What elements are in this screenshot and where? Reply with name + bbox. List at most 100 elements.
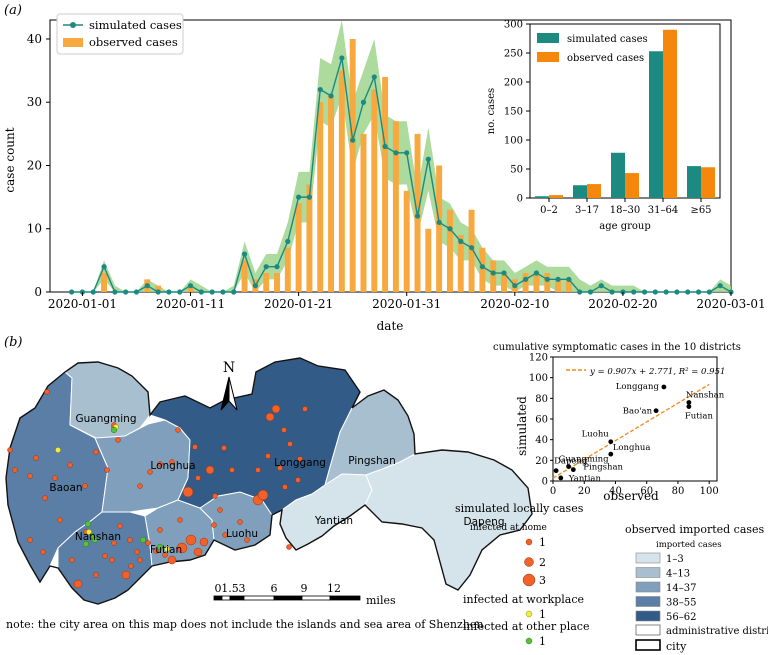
home-case-marker bbox=[12, 467, 18, 473]
imported-bin-swatch bbox=[635, 567, 661, 578]
age-simulated-bar bbox=[649, 51, 663, 199]
simulated-point bbox=[177, 289, 183, 295]
age-legend-observed-label: observed cases bbox=[567, 53, 644, 64]
home-case-marker bbox=[195, 475, 201, 481]
home-case-marker bbox=[121, 570, 131, 580]
simulated-point bbox=[641, 289, 648, 295]
fit-legend-label: y = 0.907x + 2.771, R² = 0.951 bbox=[589, 367, 725, 377]
scale-segment bbox=[301, 595, 331, 601]
observed-bar bbox=[317, 102, 324, 292]
observed-bar bbox=[479, 247, 486, 292]
district-label-pingshan: Pingshan bbox=[348, 455, 396, 467]
simulated-point bbox=[533, 270, 540, 276]
scale-tick-label: 1.5 bbox=[221, 582, 239, 595]
home-case-marker bbox=[287, 441, 293, 447]
observed-bar bbox=[328, 95, 335, 292]
simulated-point bbox=[631, 289, 637, 295]
district-label-longgang: Longgang bbox=[274, 457, 326, 469]
simulated-point bbox=[436, 219, 442, 226]
district-dapeng bbox=[364, 449, 533, 591]
city-outline-swatch bbox=[635, 639, 661, 651]
home-case-marker bbox=[27, 473, 33, 479]
home-case-marker bbox=[177, 517, 183, 523]
admin-district-swatch bbox=[635, 624, 661, 636]
scatter-y-tick-label: 100 bbox=[529, 373, 548, 384]
main-y-label: case count bbox=[3, 127, 17, 192]
age-x-tick-label: ≥65 bbox=[690, 205, 711, 216]
scale-segment bbox=[273, 595, 303, 601]
city-outline bbox=[5, 357, 533, 605]
age-observed-bar bbox=[625, 173, 639, 198]
simulated-point bbox=[90, 289, 96, 295]
workplace-case-marker bbox=[86, 529, 92, 535]
scatter-point-label: Yantian bbox=[568, 474, 602, 484]
imported-bin-swatch bbox=[635, 610, 661, 622]
admin-district-label: administrative district bbox=[666, 626, 768, 637]
home-case-marker bbox=[212, 493, 218, 499]
age-y-tick-label: 200 bbox=[504, 78, 523, 89]
home-case-marker bbox=[69, 557, 75, 563]
home-case-marker bbox=[205, 465, 215, 475]
simulated-point bbox=[544, 276, 550, 282]
observed-bar bbox=[403, 190, 410, 292]
home-size-3-marker bbox=[522, 573, 536, 587]
home-case-marker bbox=[57, 517, 63, 523]
y-tick-label: 20 bbox=[27, 158, 42, 172]
home-case-marker bbox=[153, 548, 159, 554]
age-simulated-bar bbox=[611, 152, 625, 198]
simulated-point bbox=[577, 289, 583, 295]
legend-observed-swatch bbox=[63, 38, 83, 47]
simulated-point bbox=[123, 289, 129, 295]
simulated-point bbox=[555, 276, 561, 282]
observed-bar bbox=[382, 76, 389, 292]
observed-bar bbox=[349, 38, 356, 292]
simulated-point bbox=[468, 245, 475, 251]
home-case-marker bbox=[257, 489, 269, 501]
simulated-point bbox=[187, 283, 194, 289]
age-legend-simulated-swatch bbox=[537, 33, 559, 43]
other-place-case-marker bbox=[88, 532, 96, 540]
scale-tick-label: 6 bbox=[271, 582, 278, 595]
district-label-luohu: Luohu bbox=[226, 528, 258, 540]
other-item-label: 1 bbox=[539, 635, 546, 648]
observed-bar bbox=[468, 209, 475, 292]
home-case-marker bbox=[67, 462, 73, 468]
legend-simulated-label: simulated cases bbox=[89, 18, 182, 32]
simulated-point bbox=[706, 289, 712, 295]
x-tick-label: 2020-01-11 bbox=[156, 297, 225, 311]
city-label: city bbox=[666, 640, 687, 653]
home-case-marker bbox=[127, 537, 133, 543]
home-case-marker bbox=[93, 572, 99, 578]
scatter-point-label: Longgang bbox=[616, 382, 660, 392]
imported-bin-label: 56–62 bbox=[666, 612, 696, 623]
simulated-point bbox=[652, 289, 658, 295]
scatter-point bbox=[686, 400, 692, 405]
home-case-marker bbox=[244, 537, 250, 543]
main-plot-frame bbox=[49, 19, 732, 293]
home-case-marker bbox=[93, 449, 99, 455]
age-observed-bar bbox=[587, 184, 601, 198]
scatter-point bbox=[558, 475, 564, 481]
imported-cases-legend: observed imported cases imported cases 1… bbox=[625, 523, 768, 653]
scatter-point-label: Pingshan bbox=[583, 463, 623, 473]
scale-tick-label: 12 bbox=[327, 582, 341, 595]
other-place-case-marker bbox=[91, 536, 99, 544]
workplace-case-marker bbox=[55, 447, 61, 453]
home-case-marker bbox=[229, 467, 235, 473]
scatter-y-tick-label: 40 bbox=[535, 435, 548, 446]
age-legend: simulated cases observed cases bbox=[537, 33, 648, 64]
y-tick-label: 0 bbox=[34, 285, 42, 299]
age-y-tick-label: 150 bbox=[504, 107, 523, 118]
scale-segment bbox=[213, 595, 223, 601]
simulated-point bbox=[112, 289, 118, 295]
daily-cases-chart: 0 10 20 30 40 2020-01-01 2020-01-11 2020-01-21 2… bbox=[3, 13, 766, 333]
observed-bar bbox=[284, 247, 291, 292]
home-case-marker bbox=[145, 540, 151, 546]
simulated-point bbox=[317, 86, 323, 93]
other-place-marker bbox=[525, 637, 533, 645]
home-case-marker bbox=[237, 519, 243, 525]
home-case-marker bbox=[157, 461, 163, 467]
observed-bar bbox=[446, 209, 453, 292]
north-label: N bbox=[223, 360, 235, 376]
simulated-point bbox=[566, 276, 572, 282]
